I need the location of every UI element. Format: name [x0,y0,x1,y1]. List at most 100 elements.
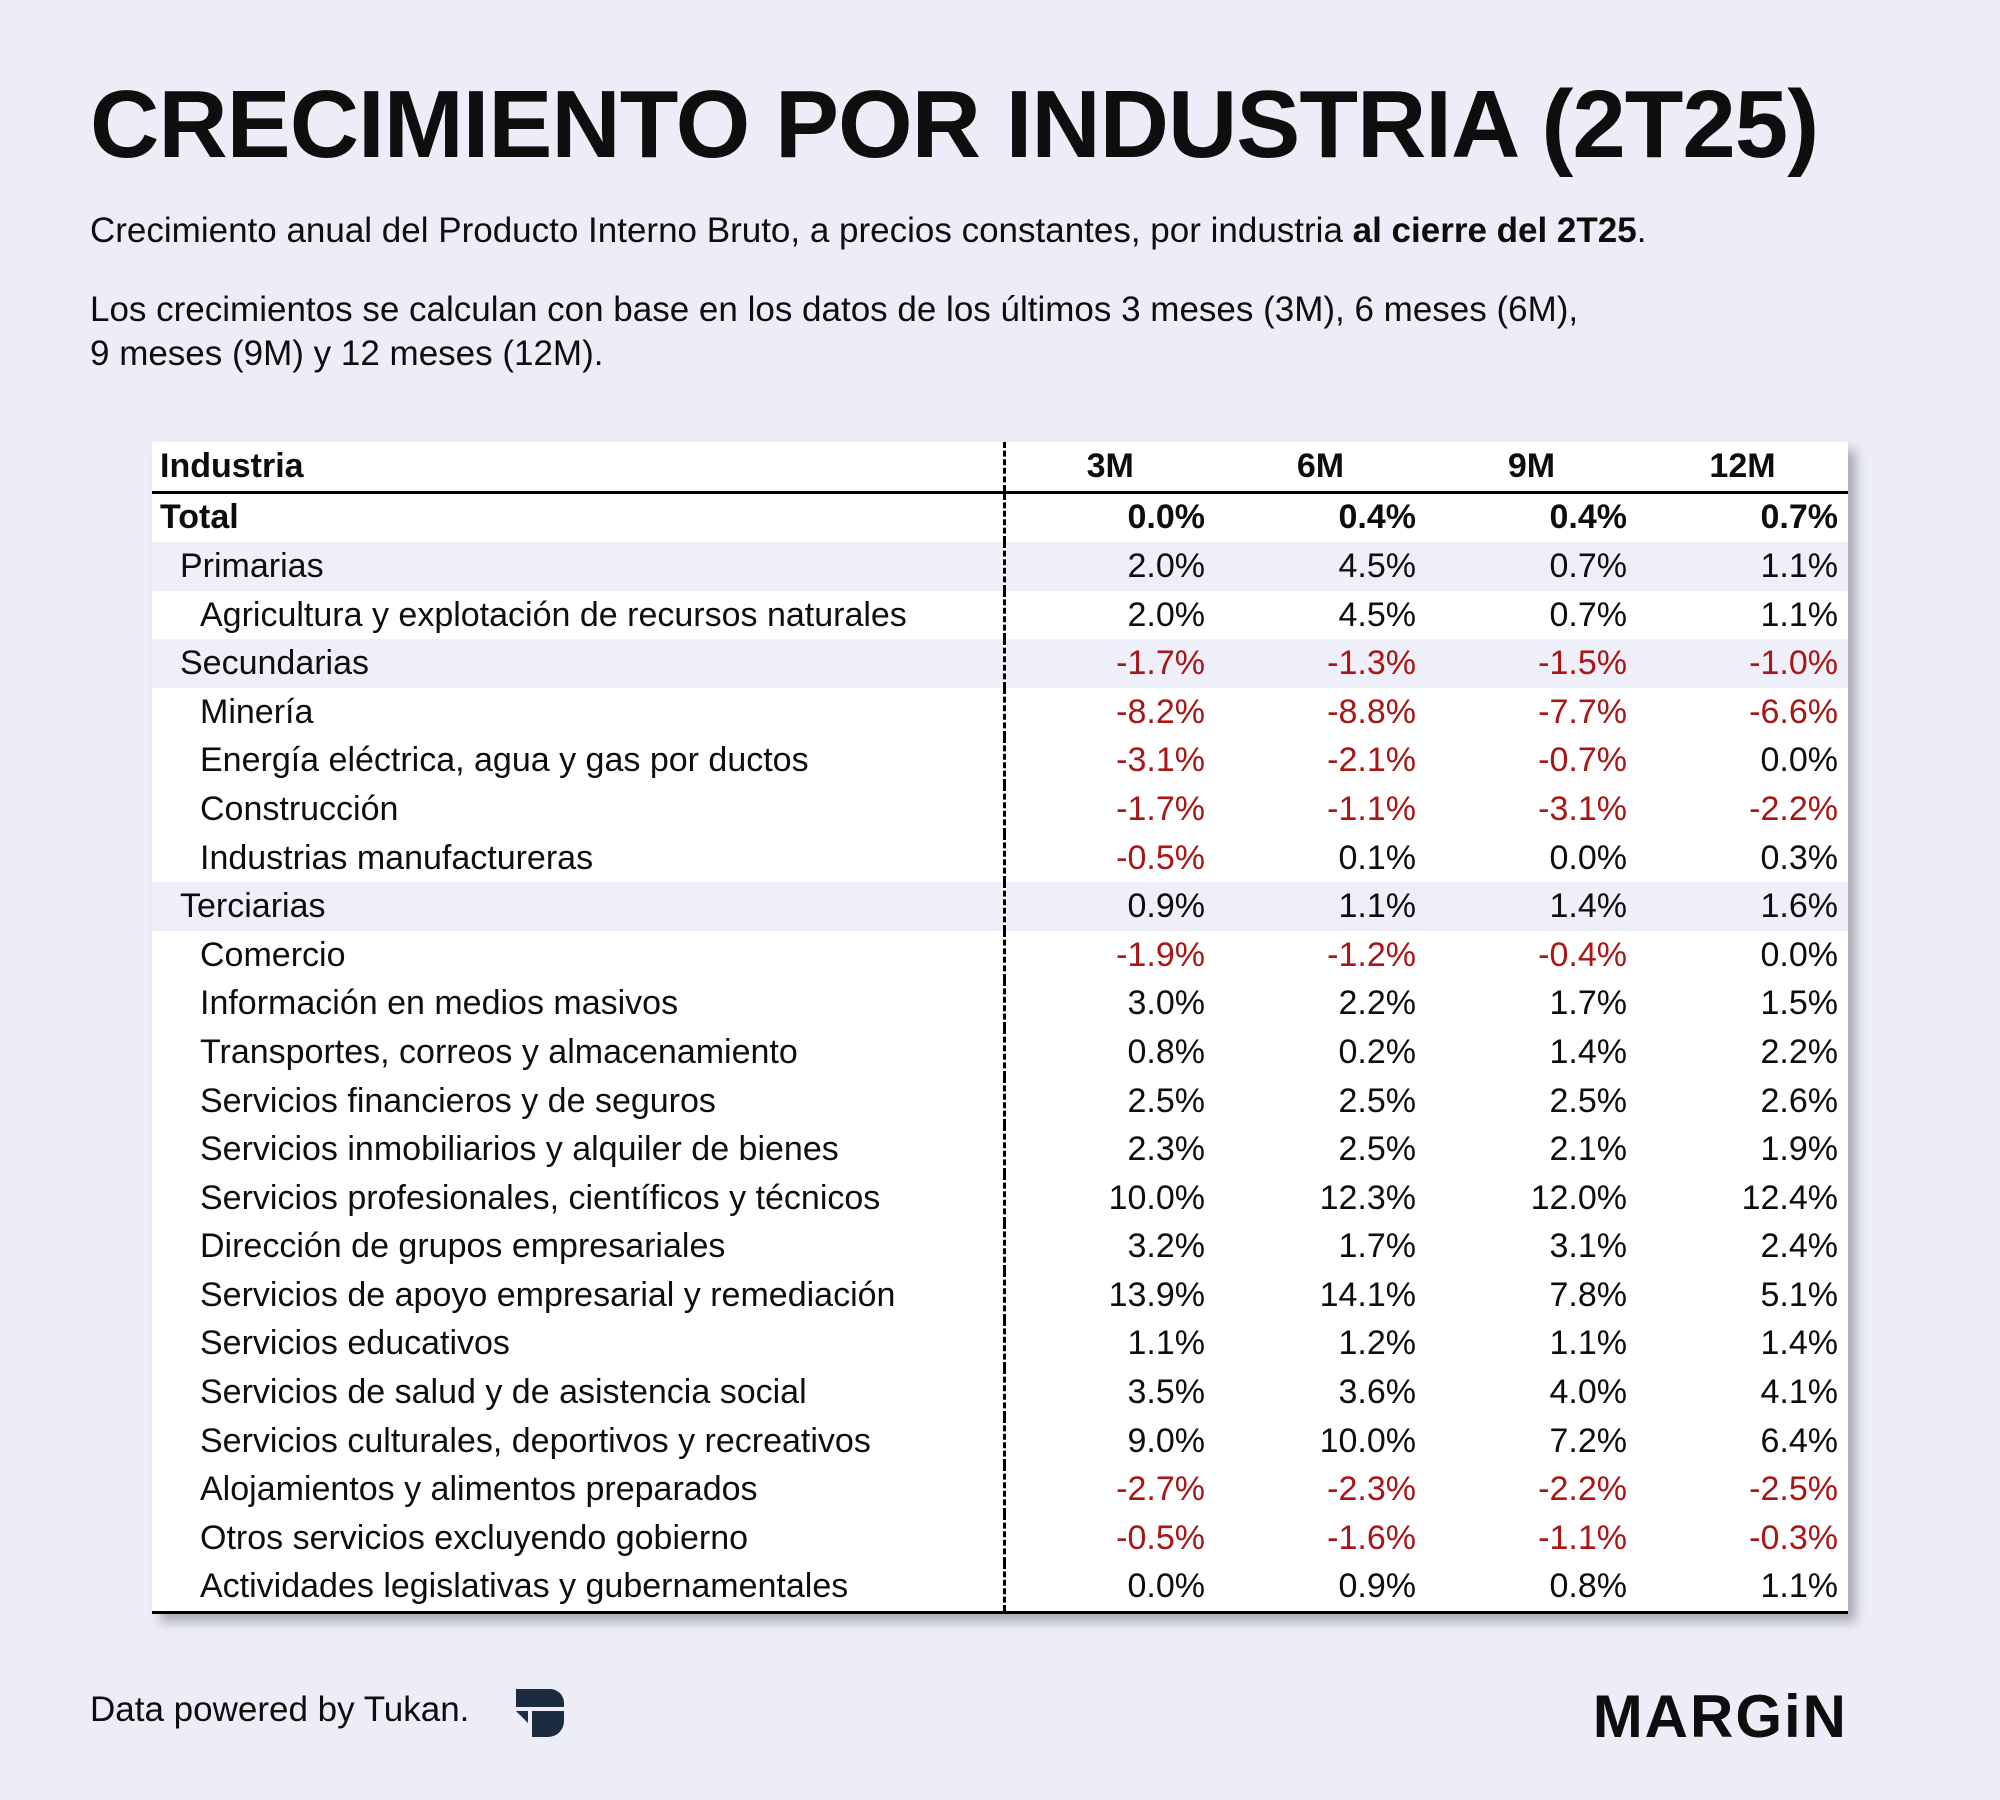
growth-12m-cell: -6.6% [1749,692,1838,731]
growth-6m-cell: -1.6% [1327,1518,1416,1557]
growth-12m-cell: 1.1% [1637,1562,1848,1615]
growth-6m-cell: 0.1% [1338,838,1417,877]
growth-9m-cell: 1.1% [1549,1324,1628,1363]
growth-3m-cell: -3.1% [1116,741,1205,780]
growth-9m-cell: -1.5% [1426,639,1637,688]
table-row: Construcción -1.7% -1.1% -3.1% -2.2% [152,785,1848,834]
industry-name: Construcción [152,785,1006,834]
growth-12m-cell: -2.2% [1749,789,1838,828]
table-row: Transportes, correos y almacenamiento 0.8… [152,1028,1848,1077]
subtitle-text: Crecimiento anual del Producto Interno B… [90,211,1353,250]
subtitle: Crecimiento anual del Producto Interno B… [90,210,1646,252]
growth-6m-cell: -1.2% [1327,935,1416,974]
table-row: Servicios de salud y de asistencia socia… [152,1368,1848,1417]
growth-3m-cell: 2.0% [1004,542,1215,591]
growth-9m-cell: -0.7% [1538,741,1627,780]
growth-6m-cell: 10.0% [1319,1421,1416,1460]
growth-9m-cell: 3.1% [1549,1227,1628,1266]
growth-9m-cell: 0.8% [1426,1562,1637,1615]
growth-9m-cell: -3.1% [1538,789,1627,828]
header-12m: 12M [1637,442,1848,494]
growth-12m-cell: 1.5% [1760,984,1839,1023]
growth-6m-cell: -2.1% [1327,741,1416,780]
header-9m: 9M [1426,442,1637,494]
growth-3m-cell: 3.5% [1127,1373,1206,1412]
industry-name: Servicios financieros y de seguros [152,1076,1006,1126]
growth-3m-cell: 2.5% [1127,1081,1206,1120]
industry-name: Total [152,492,1006,543]
table-row: Información en medios masivos 3.0% 2.2% 1.7… [152,979,1848,1029]
table-row: Servicios educativos 1.1% 1.2% 1.1% 1.4% [152,1319,1848,1369]
growth-table: Industria 3M 6M 9M 12M Total 0.0% 0.4% 0.4%… [152,442,1848,1615]
growth-6m-cell: -2.3% [1327,1470,1416,1509]
table-row: Dirección de grupos empresariales 3.2% 1.7… [152,1222,1848,1272]
growth-3m-cell: -1.7% [1116,789,1205,828]
table-row: Agricultura y explotación de recursos na… [152,590,1848,640]
growth-3m-cell: 3.0% [1127,984,1206,1023]
growth-12m-cell: 2.6% [1760,1081,1839,1120]
growth-12m-cell: 1.4% [1760,1324,1839,1363]
note-line-2: 9 meses (9M) y 12 meses (12M). [90,334,604,373]
tukan-logo-icon [516,1689,564,1737]
industry-name: Transportes, correos y almacenamiento [152,1028,1006,1077]
growth-6m-cell: 2.5% [1338,1130,1417,1169]
growth-12m-cell: 1.6% [1637,882,1848,931]
table-body: Total 0.0% 0.4% 0.4% 0.7% Primarias 2.0% 4.5% 0.… [152,492,1848,1615]
growth-9m-cell: -7.7% [1538,692,1627,731]
table-row: Comercio -1.9% -1.2% -0.4% 0.0% [152,930,1848,980]
margin-logo: MARGiN [1592,1683,1848,1750]
growth-9m-cell: 1.7% [1549,984,1628,1023]
growth-12m-cell: 2.4% [1760,1227,1839,1266]
growth-3m-cell: -8.2% [1116,692,1205,731]
industry-name: Minería [152,687,1006,737]
growth-12m-cell: 12.4% [1741,1178,1838,1217]
table-row: Actividades legislativas y gubernamental… [152,1562,1848,1615]
industry-name: Industrias manufactureras [152,833,1006,883]
growth-9m-cell: 4.0% [1549,1373,1628,1412]
growth-3m-cell: 3.2% [1127,1227,1206,1266]
table-row: Otros servicios excluyendo gobierno -0.5%… [152,1514,1848,1563]
industry-name: Comercio [152,930,1006,980]
industry-name: Servicios culturales, deportivos y recre… [152,1416,1006,1466]
growth-6m-cell: 2.5% [1338,1081,1417,1120]
table-header-row: Industria 3M 6M 9M 12M [152,442,1848,494]
industry-name: Primarias [152,542,1006,591]
table-row: Secundarias -1.7% -1.3% -1.5% -1.0% [152,639,1848,688]
growth-6m-cell: 2.2% [1338,984,1417,1023]
industry-name: Energía eléctrica, agua y gas por ductos [152,736,1006,786]
industry-name: Terciarias [152,882,1006,931]
data-credit: Data powered by Tukan. [90,1690,470,1729]
table-row: Minería -8.2% -8.8% -7.7% -6.6% [152,687,1848,737]
table-row: Terciarias 0.9% 1.1% 1.4% 1.6% [152,882,1848,931]
industry-name: Secundarias [152,639,1006,688]
growth-3m-cell: -0.5% [1116,838,1205,877]
industry-name: Dirección de grupos empresariales [152,1222,1006,1272]
industry-name: Servicios de apoyo empresarial y remedia… [152,1271,1006,1320]
growth-9m-cell: 2.1% [1549,1130,1628,1169]
growth-6m-cell: 4.5% [1215,542,1426,591]
growth-9m-cell: -2.2% [1538,1470,1627,1509]
growth-6m-cell: 0.4% [1338,498,1417,537]
growth-6m-cell: 14.1% [1319,1275,1416,1314]
industry-name: Servicios educativos [152,1319,1006,1369]
growth-12m-cell: 4.1% [1760,1373,1839,1412]
growth-6m-cell: 0.2% [1338,1032,1417,1071]
header-6m: 6M [1215,442,1426,494]
growth-12m-cell: 0.0% [1760,741,1839,780]
growth-12m-cell: 1.1% [1637,542,1848,591]
note-line-1: Los crecimientos se calculan con base en… [90,290,1579,329]
growth-12m-cell: -1.0% [1637,639,1848,688]
growth-9m-cell: 1.4% [1426,882,1637,931]
growth-3m-cell: 0.9% [1004,882,1215,931]
industry-name: Servicios profesionales, científicos y t… [152,1173,1006,1223]
growth-6m-cell: -1.1% [1327,789,1416,828]
growth-3m-cell: 0.0% [1004,1562,1215,1615]
growth-6m-cell: 1.1% [1215,882,1426,931]
growth-9m-cell: 0.7% [1549,595,1628,634]
subtitle-emphasis: al cierre del 2T25 [1352,211,1637,250]
industry-name: Actividades legislativas y gubernamental… [152,1562,1006,1615]
growth-6m-cell: 1.7% [1338,1227,1417,1266]
growth-6m-cell: 12.3% [1319,1178,1416,1217]
growth-6m-cell: 1.2% [1338,1324,1417,1363]
table-row: Servicios de apoyo empresarial y remedia… [152,1271,1848,1320]
